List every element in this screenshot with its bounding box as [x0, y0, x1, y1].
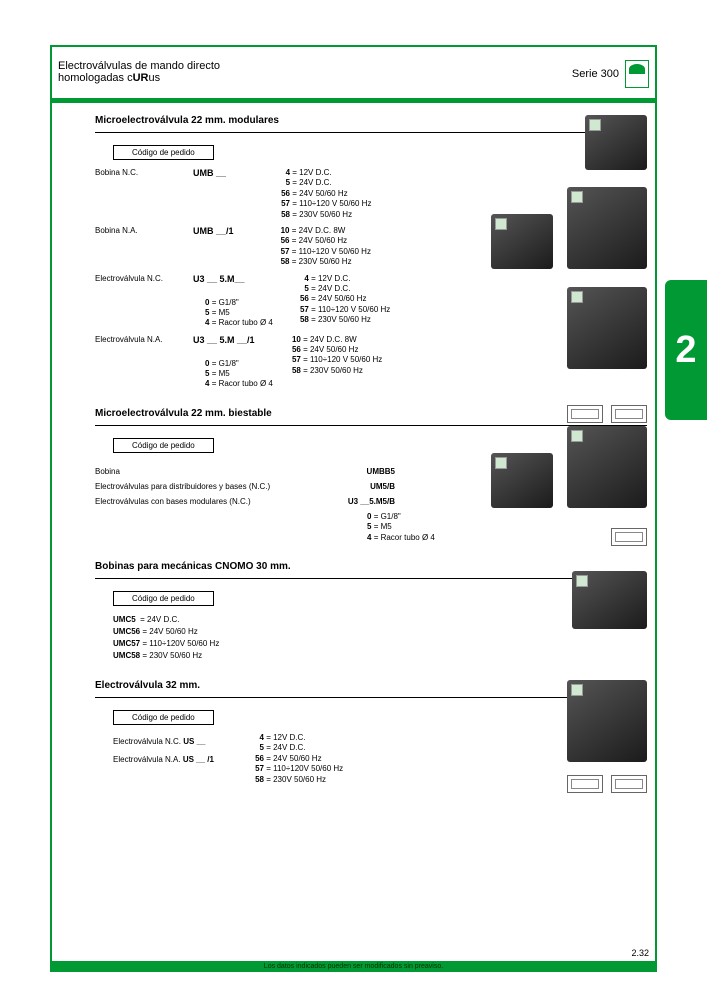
codigo-box: Código de pedido	[113, 710, 214, 725]
product-images	[567, 680, 647, 762]
voltage-list: 10 = 24V D.C. 8W 56 = 24V 50/60 Hz 57 = …	[274, 226, 371, 268]
page-content: Microelectroválvula 22 mm. modulares Cód…	[95, 115, 647, 955]
product-images	[567, 287, 647, 369]
header-right: Serie 300	[572, 60, 649, 88]
product-images	[491, 187, 647, 269]
voltage-list: 4 = 12V D.C. 5 = 24V D.C. 56 = 24V 50/60…	[274, 168, 371, 220]
spec-row: Electroválvulas para distribuidores y ba…	[95, 482, 395, 491]
section-biestable: Microelectroválvula 22 mm. biestable Cód…	[95, 408, 647, 543]
spec-row: Electroválvulas con bases modulares (N.C…	[95, 497, 395, 506]
codigo-box: Código de pedido	[113, 438, 214, 453]
product-image-icon	[491, 453, 553, 508]
schematic-group	[567, 775, 647, 793]
spec-row: Electroválvula N.A. U3 __ 5.M __/1 0 = G…	[95, 335, 647, 390]
section-modulares: Microelectroválvula 22 mm. modulares Cód…	[95, 115, 647, 390]
section-title: Bobinas para mecánicas CNOMO 30 mm.	[95, 561, 647, 572]
conn-opts: 0 = G1/8" 5 = M5 4 = Racor tubo Ø 4	[205, 359, 273, 390]
voltage-list: 10 = 24V D.C. 8W 56 = 24V 50/60 Hz 57 = …	[285, 335, 382, 377]
voltage-list: UMC5 = 24V D.C. UMC56 = 24V 50/60 Hz UMC…	[113, 614, 647, 662]
schematic-group	[611, 528, 647, 548]
chapter-tab: 2	[665, 280, 707, 420]
codigo-box: Código de pedido	[113, 145, 214, 160]
header-line2: homologadas cURus	[58, 72, 220, 84]
codigo-box: Código de pedido	[113, 591, 214, 606]
spec-row: Electroválvula N.C. U3 __ 5.M__ 0 = G1/8…	[95, 274, 647, 329]
product-image-icon	[567, 680, 647, 762]
product-images	[585, 115, 647, 170]
product-image-icon	[567, 426, 647, 508]
voltage-list: 4 = 12V D.C. 5 = 24V D.C. 56 = 24V 50/60…	[248, 733, 343, 785]
conn-opts: 0 = G1/8" 5 = M5 4 = Racor tubo Ø 4	[367, 512, 647, 543]
page-number: 2.32	[631, 948, 649, 958]
product-image-icon	[572, 571, 647, 629]
section-title: Microelectroválvula 22 mm. modulares	[95, 115, 647, 126]
product-images	[491, 426, 647, 508]
schematic-icon	[611, 775, 647, 793]
product-image-icon	[567, 287, 647, 369]
serie-label: Serie 300	[572, 68, 619, 80]
product-image-icon	[491, 214, 553, 269]
section-title: Electroválvula 32 mm.	[95, 680, 647, 691]
product-image-icon	[567, 187, 647, 269]
product-image-icon	[585, 115, 647, 170]
schematic-icon	[611, 528, 647, 546]
header-title: Electroválvulas de mando directo homolog…	[58, 60, 220, 84]
voltage-list: 4 = 12V D.C. 5 = 24V D.C. 56 = 24V 50/60…	[293, 274, 390, 326]
product-images	[572, 571, 647, 629]
section-32mm: Electroválvula 32 mm. Código de pedido E…	[95, 680, 647, 785]
conn-opts: 0 = G1/8" 5 = M5 4 = Racor tubo Ø 4	[205, 298, 273, 329]
footer-bar: Los datos indicados pueden ser modificad…	[50, 961, 657, 972]
header-line1: Electroválvulas de mando directo	[58, 60, 220, 72]
schematic-icon	[567, 775, 603, 793]
brand-logo-icon	[625, 60, 649, 88]
header-separator	[50, 98, 657, 103]
section-cnomo: Bobinas para mecánicas CNOMO 30 mm. Códi…	[95, 561, 647, 662]
page-header: Electroválvulas de mando directo homolog…	[58, 60, 649, 88]
section-title: Microelectroválvula 22 mm. biestable	[95, 408, 647, 419]
spec-row: Bobina UMBB5	[95, 467, 395, 476]
